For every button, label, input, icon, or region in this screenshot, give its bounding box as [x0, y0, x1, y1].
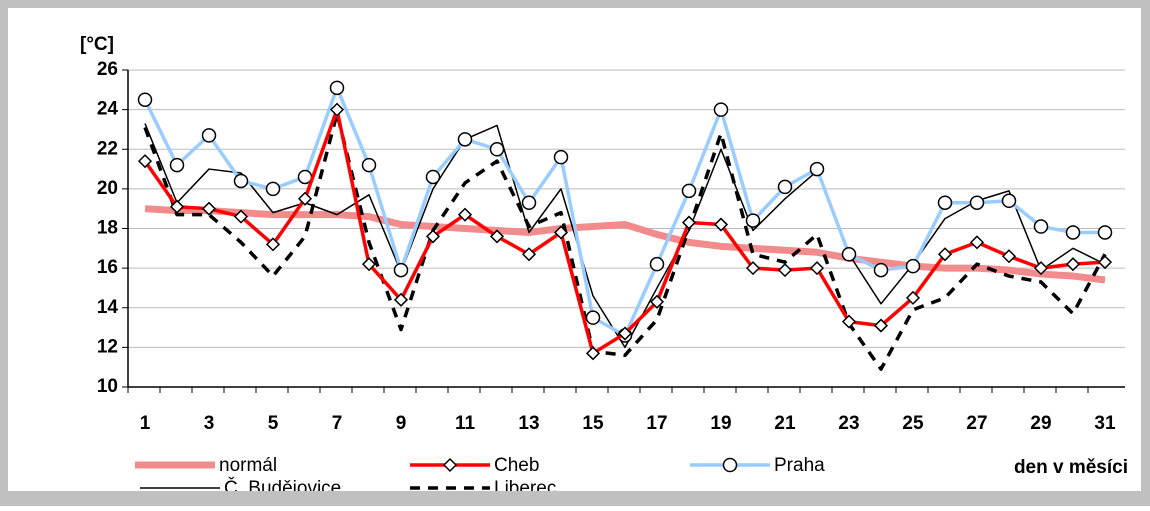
data-point [969, 235, 985, 250]
data-point [873, 318, 889, 333]
x-tick-label: 7 [332, 413, 343, 434]
data-point [713, 217, 729, 232]
data-point [137, 154, 153, 169]
data-point [489, 229, 505, 244]
data-point [425, 229, 441, 244]
data-point [329, 102, 345, 117]
data-point [201, 201, 217, 216]
legend-label: Liberec [494, 478, 556, 499]
data-point [1001, 249, 1017, 264]
data-point [201, 128, 217, 143]
data-point [713, 102, 729, 117]
data-point [393, 262, 409, 278]
data-point [809, 261, 825, 276]
x-tick-label: 17 [646, 413, 667, 434]
data-point [1065, 225, 1081, 240]
data-point [361, 157, 377, 173]
data-point [521, 247, 537, 262]
data-point [233, 173, 249, 189]
data-point [905, 290, 921, 305]
data-point [873, 262, 889, 278]
data-point [489, 142, 505, 157]
y-tick-label: 10 [97, 376, 118, 397]
legend-label: Cheb [494, 455, 539, 476]
x-tick-label: 27 [966, 413, 987, 434]
data-point [841, 314, 857, 329]
data-point [329, 80, 345, 96]
data-point [969, 195, 985, 210]
y-tick-label: 12 [97, 336, 118, 357]
data-point [457, 207, 473, 222]
y-tick-label: 22 [97, 138, 118, 159]
x-tick-label: 1 [140, 413, 151, 434]
data-point [457, 132, 473, 147]
data-point [553, 149, 569, 165]
data-point [777, 179, 793, 195]
x-tick-label: 15 [582, 413, 604, 434]
data-point [169, 157, 185, 173]
legend-marker [442, 457, 458, 473]
data-point [137, 92, 153, 107]
data-point [777, 263, 793, 278]
y-tick-label: 24 [97, 99, 119, 120]
data-point [1097, 255, 1113, 270]
data-point [841, 247, 857, 262]
legend: normál Cheb Praha Č. Budějovice Liberec [135, 455, 825, 499]
x-tick-label: 19 [710, 413, 731, 434]
data-point [681, 215, 697, 230]
data-point [1065, 257, 1081, 272]
y-tick-label: 18 [97, 218, 118, 239]
legend-marker [722, 457, 738, 473]
x-tick-label: 11 [455, 413, 476, 434]
y-tick-label: 16 [97, 257, 118, 278]
x-tick-label: 29 [1030, 413, 1051, 434]
legend-label: Praha [774, 455, 825, 476]
series-line [143, 111, 1107, 371]
data-point [905, 258, 921, 274]
data-point [521, 195, 537, 210]
x-tick-label: 31 [1094, 413, 1116, 434]
data-point [393, 292, 409, 307]
data-point [649, 294, 665, 309]
data-point [681, 183, 697, 199]
series-line [144, 205, 1106, 284]
data-point [585, 346, 601, 361]
x-tick-label: 23 [838, 413, 859, 434]
data-point [1033, 261, 1049, 276]
y-tick-label: 26 [97, 59, 118, 80]
data-point [553, 225, 569, 240]
data-point [617, 326, 633, 341]
x-tick-label: 9 [396, 413, 407, 434]
data-point [425, 169, 441, 185]
legend-label: normál [219, 455, 277, 476]
legend-label: Č. Budějovice [224, 477, 341, 499]
y-tick-label: 20 [97, 178, 118, 199]
plot-background [8, 8, 1141, 491]
data-point [361, 257, 377, 272]
data-point [585, 310, 601, 325]
data-point [1097, 225, 1113, 240]
data-point [233, 209, 249, 224]
data-point [169, 199, 185, 214]
x-tick-label: 5 [268, 413, 279, 434]
data-point [937, 195, 953, 210]
x-axis-label: den v měsíci [1014, 457, 1128, 478]
x-tick-label: 21 [774, 413, 796, 434]
data-point [265, 181, 281, 197]
data-point [809, 161, 825, 177]
data-point [649, 256, 665, 272]
data-point [297, 191, 313, 206]
x-tick-label: 3 [204, 413, 215, 434]
data-point [265, 237, 281, 252]
y-tick-label: 14 [97, 297, 119, 318]
data-point [1001, 193, 1017, 209]
x-tick-label: 13 [518, 413, 539, 434]
data-point [1033, 219, 1049, 234]
y-axis-label: [°C] [80, 34, 114, 55]
data-point [745, 261, 761, 276]
x-tick-label: 25 [902, 413, 924, 434]
data-point [937, 247, 953, 262]
data-point [745, 213, 761, 228]
